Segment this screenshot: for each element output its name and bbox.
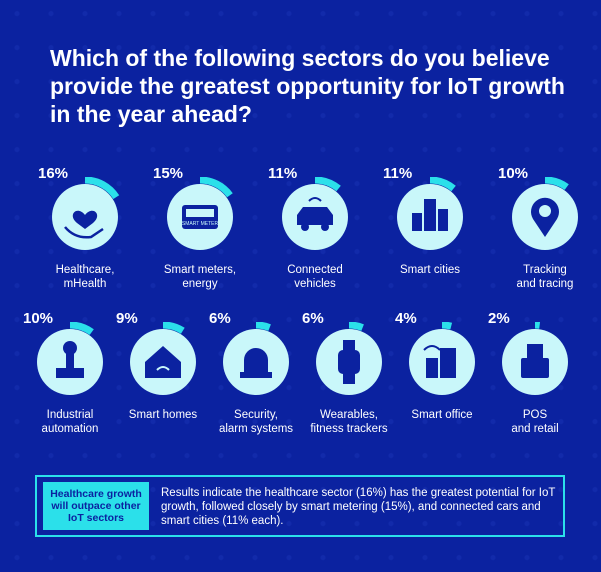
alarm-siren-icon <box>240 348 272 378</box>
category-label-line: Industrial <box>46 409 94 421</box>
sector-ring <box>316 322 382 395</box>
value-arc <box>84 177 120 200</box>
office-wifi-icon <box>423 345 456 378</box>
category-label-line: Tracking <box>523 264 567 276</box>
value-label: 11% <box>268 165 298 182</box>
callout-text: Results indicate the healthcare sector (… <box>161 487 556 527</box>
meter-text: SMART METER <box>182 221 219 227</box>
category-label: Smart cities <box>375 263 485 277</box>
value-arc <box>255 322 271 331</box>
category-label: Connected vehicles <box>260 263 370 291</box>
sector-ring <box>512 177 578 250</box>
smart-home-icon <box>145 346 181 378</box>
value-label: 10% <box>23 310 54 327</box>
category-label: Industrial automation <box>15 408 125 436</box>
category-label-line: Healthcare, <box>55 264 115 276</box>
category-label: POS and retail <box>480 408 590 436</box>
sector-ring <box>409 322 475 395</box>
category-label-line: Wearables, <box>320 409 378 421</box>
sector-item: 9% Smart homes <box>108 310 218 440</box>
value-label: 6% <box>209 310 231 327</box>
value-arc <box>441 322 453 330</box>
category-label-line: Connected <box>287 264 343 276</box>
category-label: Smart office <box>387 408 497 422</box>
value-arc <box>314 177 341 192</box>
category-label: Tracking and tracing <box>490 263 600 291</box>
category-label: Wearables, fitness trackers <box>294 408 404 436</box>
category-label-line: mHealth <box>63 278 107 290</box>
value-arc <box>544 177 569 191</box>
category-label-line: vehicles <box>294 278 336 290</box>
sector-item: 6% Wearables, fitness trackers <box>294 310 404 440</box>
value-label: 9% <box>116 310 138 327</box>
value-arc <box>348 322 364 331</box>
robot-arm-icon <box>56 341 84 378</box>
car-wifi-icon <box>297 197 333 231</box>
sector-item: 2% POS and retail <box>480 310 590 440</box>
sector-item: 16% Healthcare, mHealth <box>30 165 140 295</box>
page-title: Which of the following sectors do you be… <box>50 45 565 127</box>
sector-ring <box>37 322 103 395</box>
sector-item: 15% SMART METER Smart meters, energy <box>145 165 255 295</box>
category-label-line: Smart meters, <box>163 264 237 276</box>
sector-ring <box>52 177 120 250</box>
pos-terminal-icon <box>521 344 549 378</box>
sector-item: 10% Industrial automation <box>15 310 125 440</box>
category-label-line: alarm systems <box>218 423 294 435</box>
value-arc <box>162 322 185 334</box>
category-label-line: Smart office <box>411 409 473 421</box>
city-buildings-icon <box>412 199 448 231</box>
value-label: 4% <box>395 310 417 327</box>
heart-hand-icon <box>64 210 104 239</box>
value-label: 10% <box>498 165 529 182</box>
sector-item: 6% Security, alarm systems <box>201 310 311 440</box>
category-label-line: and retail <box>511 423 559 435</box>
category-label-line: energy <box>182 278 218 290</box>
value-label: 6% <box>302 310 324 327</box>
value-arc <box>69 322 94 336</box>
location-pin-icon <box>531 197 559 237</box>
sector-ring <box>502 322 568 395</box>
value-label: 2% <box>488 310 510 327</box>
sector-ring <box>130 322 196 395</box>
category-label-line: Smart homes <box>128 409 198 421</box>
sector-ring <box>282 177 348 250</box>
value-label: 11% <box>383 165 413 182</box>
value-arc <box>199 177 233 198</box>
value-label: 15% <box>153 165 184 182</box>
category-label-line: fitness trackers <box>310 423 388 435</box>
category-label: Security, alarm systems <box>201 408 311 436</box>
sector-item: 10% Tracking and tracing <box>490 165 600 295</box>
category-label-line: Security, <box>234 409 278 421</box>
smartwatch-icon <box>338 340 360 384</box>
category-label: Smart meters, energy <box>145 263 255 291</box>
callout-box: Healthcare growth will outpace other IoT… <box>35 475 565 537</box>
sector-ring: SMART METER <box>167 177 233 250</box>
callout-tag: Healthcare growth will outpace other IoT… <box>43 482 149 530</box>
sector-ring <box>223 322 289 395</box>
sector-item: 11% Connected vehicles <box>260 165 370 295</box>
sector-item: 11% Smart cities <box>375 165 485 295</box>
smart-meter-icon <box>182 205 218 229</box>
category-label-line: automation <box>41 423 99 435</box>
value-arc <box>429 177 456 192</box>
sector-item: 4% Smart office <box>387 310 497 440</box>
category-label: Smart homes <box>108 408 218 422</box>
value-label: 16% <box>38 165 69 182</box>
category-label-line: and tracing <box>516 278 574 290</box>
category-label-line: Smart cities <box>399 264 461 276</box>
category-label: Healthcare, mHealth <box>30 263 140 291</box>
category-label-line: POS <box>522 409 548 421</box>
sector-ring <box>397 177 463 250</box>
